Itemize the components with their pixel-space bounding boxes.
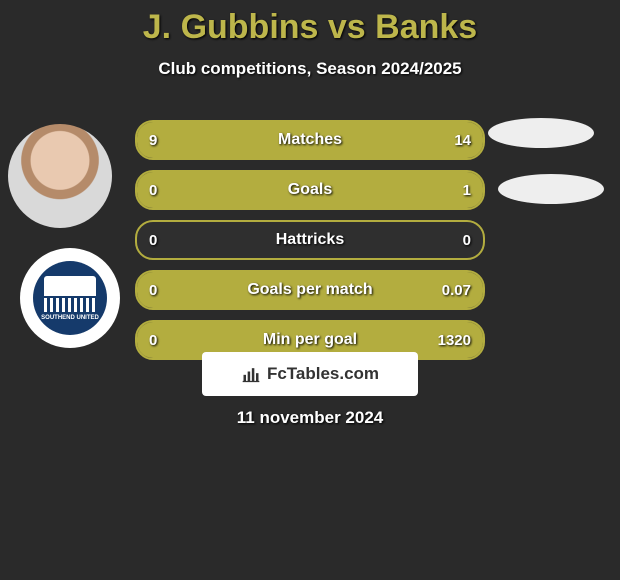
stat-bars: 914Matches 01Goals 00Hattricks 00.07Goals p…: [135, 120, 485, 370]
crest-text: SOUTHEND UNITED: [41, 315, 99, 321]
stat-label: Hattricks: [137, 222, 483, 258]
stat-row-goals-per-match: 00.07Goals per match: [135, 270, 485, 310]
bar-chart-icon: [241, 364, 261, 384]
attribution-text: FcTables.com: [267, 364, 379, 384]
stat-row-hattricks: 00Hattricks: [135, 220, 485, 260]
stat-label: Goals: [137, 172, 483, 208]
crest-waves: [44, 298, 96, 312]
right-player-avatar-placeholder: [488, 118, 594, 148]
stat-row-goals: 01Goals: [135, 170, 485, 210]
left-player-avatar: [8, 124, 112, 228]
stat-label: Goals per match: [137, 272, 483, 308]
snapshot-date: 11 november 2024: [0, 408, 620, 428]
comparison-card: J. Gubbins vs Banks Club competitions, S…: [0, 0, 620, 580]
stat-label: Matches: [137, 122, 483, 158]
page-subtitle: Club competitions, Season 2024/2025: [0, 59, 620, 79]
left-club-crest: SOUTHEND UNITED: [20, 248, 120, 348]
right-club-crest-placeholder: [498, 174, 604, 204]
crest-top-panel: [44, 276, 96, 296]
attribution-badge: FcTables.com: [202, 352, 418, 396]
page-title: J. Gubbins vs Banks: [0, 0, 620, 47]
stat-row-matches: 914Matches: [135, 120, 485, 160]
crest-graphic: SOUTHEND UNITED: [33, 261, 107, 335]
